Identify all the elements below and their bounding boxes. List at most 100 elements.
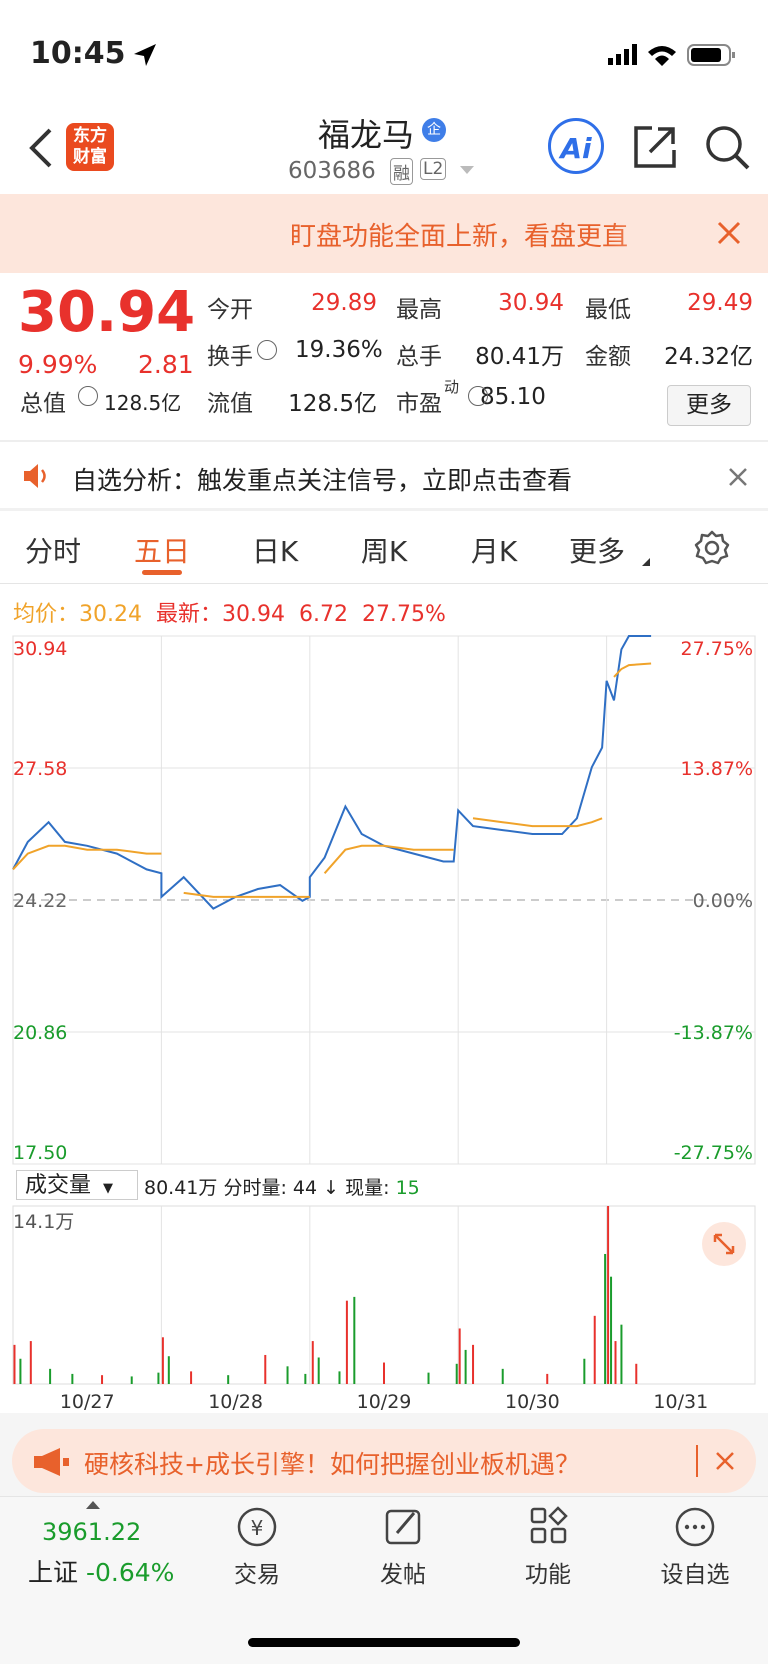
tag: L2 [420,158,447,180]
more-arrow [642,558,650,566]
volume-selector[interactable]: 成交量 ▼ [16,1170,138,1200]
volume-bar [13,1344,16,1384]
index-name: 上证 [28,1558,79,1587]
banner[interactable]: 盯盘功能全面上新，看盘更直 [0,194,768,273]
last-change: 6.72 [299,602,348,627]
banner-text: 盯盘功能全面上新，看盘更直 [290,222,629,252]
stat-value: 128.5亿 [104,391,182,415]
stat-value: 128.5亿 [288,391,377,417]
volume-bar [71,1373,74,1384]
volume-bar [353,1296,356,1384]
close-button[interactable] [716,220,742,246]
stat-label: 换手 [207,344,253,370]
volume-bar [190,1371,193,1384]
volume-bar [29,1341,32,1384]
index-change: -0.64% [85,1558,175,1587]
bottom-tab[interactable]: 发帖 [380,1562,426,1588]
divider [0,508,768,511]
volume-bar [345,1300,348,1384]
volume-bar [635,1363,638,1384]
avg-label: 均价： [13,602,80,627]
horn-icon [34,1448,69,1476]
volume-bar [227,1375,230,1384]
share-button[interactable] [632,124,678,170]
tag: 融 [390,158,413,185]
stat-label: 最高 [396,297,442,323]
volume-bar [604,1253,607,1384]
stat-sup: 动 [444,378,460,396]
volume-bar [167,1356,170,1384]
volume-bar [19,1358,22,1384]
tab[interactable]: 更多 [568,535,626,568]
stat-value: 85.10 [480,384,546,410]
location-icon [134,44,156,66]
x-tick-label: 10/29 [357,1391,412,1413]
bottom-tab[interactable]: 交易 [234,1562,280,1588]
bottom-tab[interactable]: 设自选 [660,1562,730,1588]
notice-text[interactable]: 自选分析：触发重点关注信号，立即点击查看 [72,466,573,495]
clock: 10:45 [30,36,126,71]
legend: 均价：30.24 最新：30.94 6.72 27.75% [13,596,446,628]
avg-line [12,662,652,898]
now-volume: 15 [395,1177,420,1199]
volume-bar [286,1366,289,1384]
ai-button[interactable]: Ai [548,118,604,174]
back-button[interactable] [26,126,56,170]
y2-tick-label: 0.00% [693,890,753,912]
volume-bar [546,1373,549,1384]
y2-tick-label: -13.87% [674,1022,753,1044]
bottom-bar [0,1496,768,1664]
volume-bar [583,1358,586,1384]
last-label: 最新： [156,602,223,627]
volume-bar [427,1372,430,1384]
volume-total: 80.41万 [144,1177,218,1199]
minute-volume: 44 [292,1177,318,1199]
volume-bar [455,1363,458,1384]
y-tick-label: 30.94 [13,638,67,660]
volume-bar [49,1368,52,1384]
volume-bar [610,1276,613,1384]
volume-bar [338,1371,341,1384]
volume-bar [620,1324,623,1384]
index[interactable]: 上证 -0.64% [28,1553,174,1589]
volume-bar [317,1357,320,1384]
separator [696,1445,698,1477]
settings-button[interactable] [694,530,730,566]
stat-label: 今开 [207,297,253,323]
ad-banner[interactable]: 硬核科技+成长引擎！如何把握创业板机遇？ [12,1429,756,1493]
volume-bar [501,1368,504,1384]
arrow: ↓ [323,1177,340,1199]
search-button[interactable] [704,124,752,172]
svg-text:¥: ¥ [251,1516,264,1540]
volume-bar [458,1328,461,1384]
volume-info: 80.41万 分时量: 44 ↓ 现量: 15 [144,1173,420,1200]
stat-label: 总值 [20,391,66,417]
tab[interactable]: 周K [360,535,408,568]
stat-value: 29.49 [687,290,753,316]
now-label: 现量: [345,1177,390,1199]
stat-label: 最低 [585,297,631,323]
more-button[interactable]: 更多 [667,385,751,426]
minute-label: 分时量: [223,1177,287,1199]
stat-value: 80.41万 [475,344,564,370]
tab[interactable]: 月K [470,535,518,568]
volume-bar [157,1372,160,1384]
divider [0,440,768,442]
tab[interactable]: 分时 [24,535,82,568]
dropdown-arrow: ▼ [103,1181,114,1196]
x-tick-label: 10/31 [653,1391,708,1413]
chart: 17.50 20.86 24.22 27.58 30.94 -27.75% -13.87% 0… [12,635,756,1413]
close-button[interactable] [728,467,748,487]
tab[interactable]: 五日 [133,535,191,568]
stat-label: 市盈 [396,391,442,417]
tab[interactable]: 日K [251,535,299,568]
dropdown-arrow[interactable] [460,166,476,176]
volume-bar [264,1354,267,1384]
volume-bar [130,1376,133,1384]
status-icons [608,44,735,66]
speaker-icon [24,464,46,488]
close-button[interactable] [715,1451,735,1471]
expand-button[interactable] [702,1222,746,1266]
bottom-tab[interactable]: 功能 [525,1562,571,1588]
bottom-icons: ¥ [237,1506,715,1547]
